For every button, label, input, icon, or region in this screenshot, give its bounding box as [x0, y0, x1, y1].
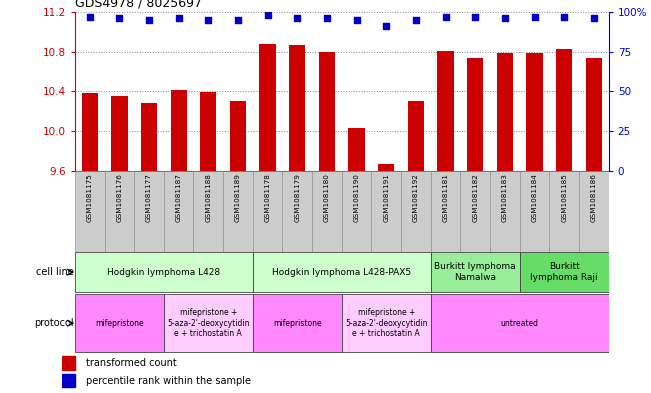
Bar — [556, 49, 572, 171]
Text: GDS4978 / 8025697: GDS4978 / 8025697 — [75, 0, 202, 9]
Point — [470, 13, 480, 20]
Text: Hodgkin lymphoma L428: Hodgkin lymphoma L428 — [107, 268, 221, 277]
Text: mifepristone +
5-aza-2'-deoxycytidin
e + trichostatin A: mifepristone + 5-aza-2'-deoxycytidin e +… — [167, 309, 249, 338]
Point — [233, 17, 243, 23]
Text: GSM1081178: GSM1081178 — [265, 173, 271, 222]
Point — [85, 13, 95, 20]
Text: GSM1081175: GSM1081175 — [87, 173, 92, 222]
Bar — [253, 294, 342, 353]
Point — [529, 13, 540, 20]
Point — [440, 13, 450, 20]
Text: Burkitt
lymphoma Raji: Burkitt lymphoma Raji — [531, 263, 598, 282]
Bar — [200, 92, 217, 171]
Bar — [134, 171, 164, 252]
Bar — [579, 171, 609, 252]
Point — [262, 12, 273, 18]
Text: GSM1081182: GSM1081182 — [472, 173, 478, 222]
Bar — [549, 171, 579, 252]
Bar — [253, 171, 283, 252]
Bar — [431, 252, 519, 292]
Bar — [342, 294, 431, 353]
Bar — [372, 171, 401, 252]
Text: protocol: protocol — [34, 318, 74, 328]
Bar — [75, 252, 253, 292]
Text: GSM1081183: GSM1081183 — [502, 173, 508, 222]
Text: GSM1081185: GSM1081185 — [561, 173, 567, 222]
Bar — [497, 53, 513, 171]
Text: GSM1081187: GSM1081187 — [176, 173, 182, 222]
Bar — [460, 171, 490, 252]
Bar — [230, 101, 246, 171]
Point — [411, 17, 421, 23]
Text: GSM1081179: GSM1081179 — [294, 173, 300, 222]
Text: mifepristone: mifepristone — [95, 319, 144, 328]
Point — [292, 15, 303, 21]
Text: untreated: untreated — [501, 319, 539, 328]
Bar — [431, 294, 609, 353]
Bar — [467, 57, 484, 171]
Text: Hodgkin lymphoma L428-PAX5: Hodgkin lymphoma L428-PAX5 — [272, 268, 411, 277]
Bar — [401, 171, 431, 252]
Bar — [431, 171, 460, 252]
Bar — [490, 171, 519, 252]
Bar — [378, 164, 395, 171]
Bar — [111, 96, 128, 171]
Text: GSM1081181: GSM1081181 — [443, 173, 449, 222]
Text: GSM1081180: GSM1081180 — [324, 173, 330, 222]
Text: cell line: cell line — [36, 267, 74, 277]
Text: mifepristone +
5-aza-2'-deoxycytidin
e + trichostatin A: mifepristone + 5-aza-2'-deoxycytidin e +… — [345, 309, 428, 338]
Bar — [62, 356, 76, 369]
Bar — [437, 51, 454, 171]
Bar — [519, 252, 609, 292]
Bar — [586, 57, 602, 171]
Bar — [193, 171, 223, 252]
Bar — [289, 45, 305, 171]
Text: Burkitt lymphoma
Namalwa: Burkitt lymphoma Namalwa — [434, 263, 516, 282]
Bar — [75, 171, 105, 252]
Point — [352, 17, 362, 23]
Bar — [312, 171, 342, 252]
Text: GSM1081191: GSM1081191 — [383, 173, 389, 222]
Text: GSM1081184: GSM1081184 — [532, 173, 538, 222]
Text: transformed count: transformed count — [86, 358, 176, 368]
Bar — [171, 90, 187, 171]
Point — [203, 17, 214, 23]
Bar — [75, 294, 164, 353]
Point — [559, 13, 570, 20]
Point — [500, 15, 510, 21]
Point — [322, 15, 332, 21]
Bar — [519, 171, 549, 252]
Bar — [408, 101, 424, 171]
Text: GSM1081190: GSM1081190 — [353, 173, 359, 222]
Bar — [62, 374, 76, 387]
Text: GSM1081176: GSM1081176 — [117, 173, 122, 222]
Point — [144, 17, 154, 23]
Text: GSM1081177: GSM1081177 — [146, 173, 152, 222]
Bar — [253, 252, 431, 292]
Bar — [223, 171, 253, 252]
Bar — [81, 94, 98, 171]
Point — [589, 15, 599, 21]
Text: mifepristone: mifepristone — [273, 319, 322, 328]
Bar — [105, 171, 134, 252]
Bar — [527, 53, 543, 171]
Text: GSM1081192: GSM1081192 — [413, 173, 419, 222]
Point — [114, 15, 124, 21]
Text: percentile rank within the sample: percentile rank within the sample — [86, 376, 251, 386]
Bar — [260, 44, 276, 171]
Bar — [164, 171, 193, 252]
Bar — [348, 128, 365, 171]
Bar — [164, 294, 253, 353]
Bar — [319, 51, 335, 171]
Text: GSM1081189: GSM1081189 — [235, 173, 241, 222]
Point — [381, 23, 391, 29]
Bar — [141, 103, 157, 171]
Point — [173, 15, 184, 21]
Bar — [342, 171, 372, 252]
Bar — [283, 171, 312, 252]
Text: GSM1081186: GSM1081186 — [591, 173, 597, 222]
Text: GSM1081188: GSM1081188 — [205, 173, 212, 222]
